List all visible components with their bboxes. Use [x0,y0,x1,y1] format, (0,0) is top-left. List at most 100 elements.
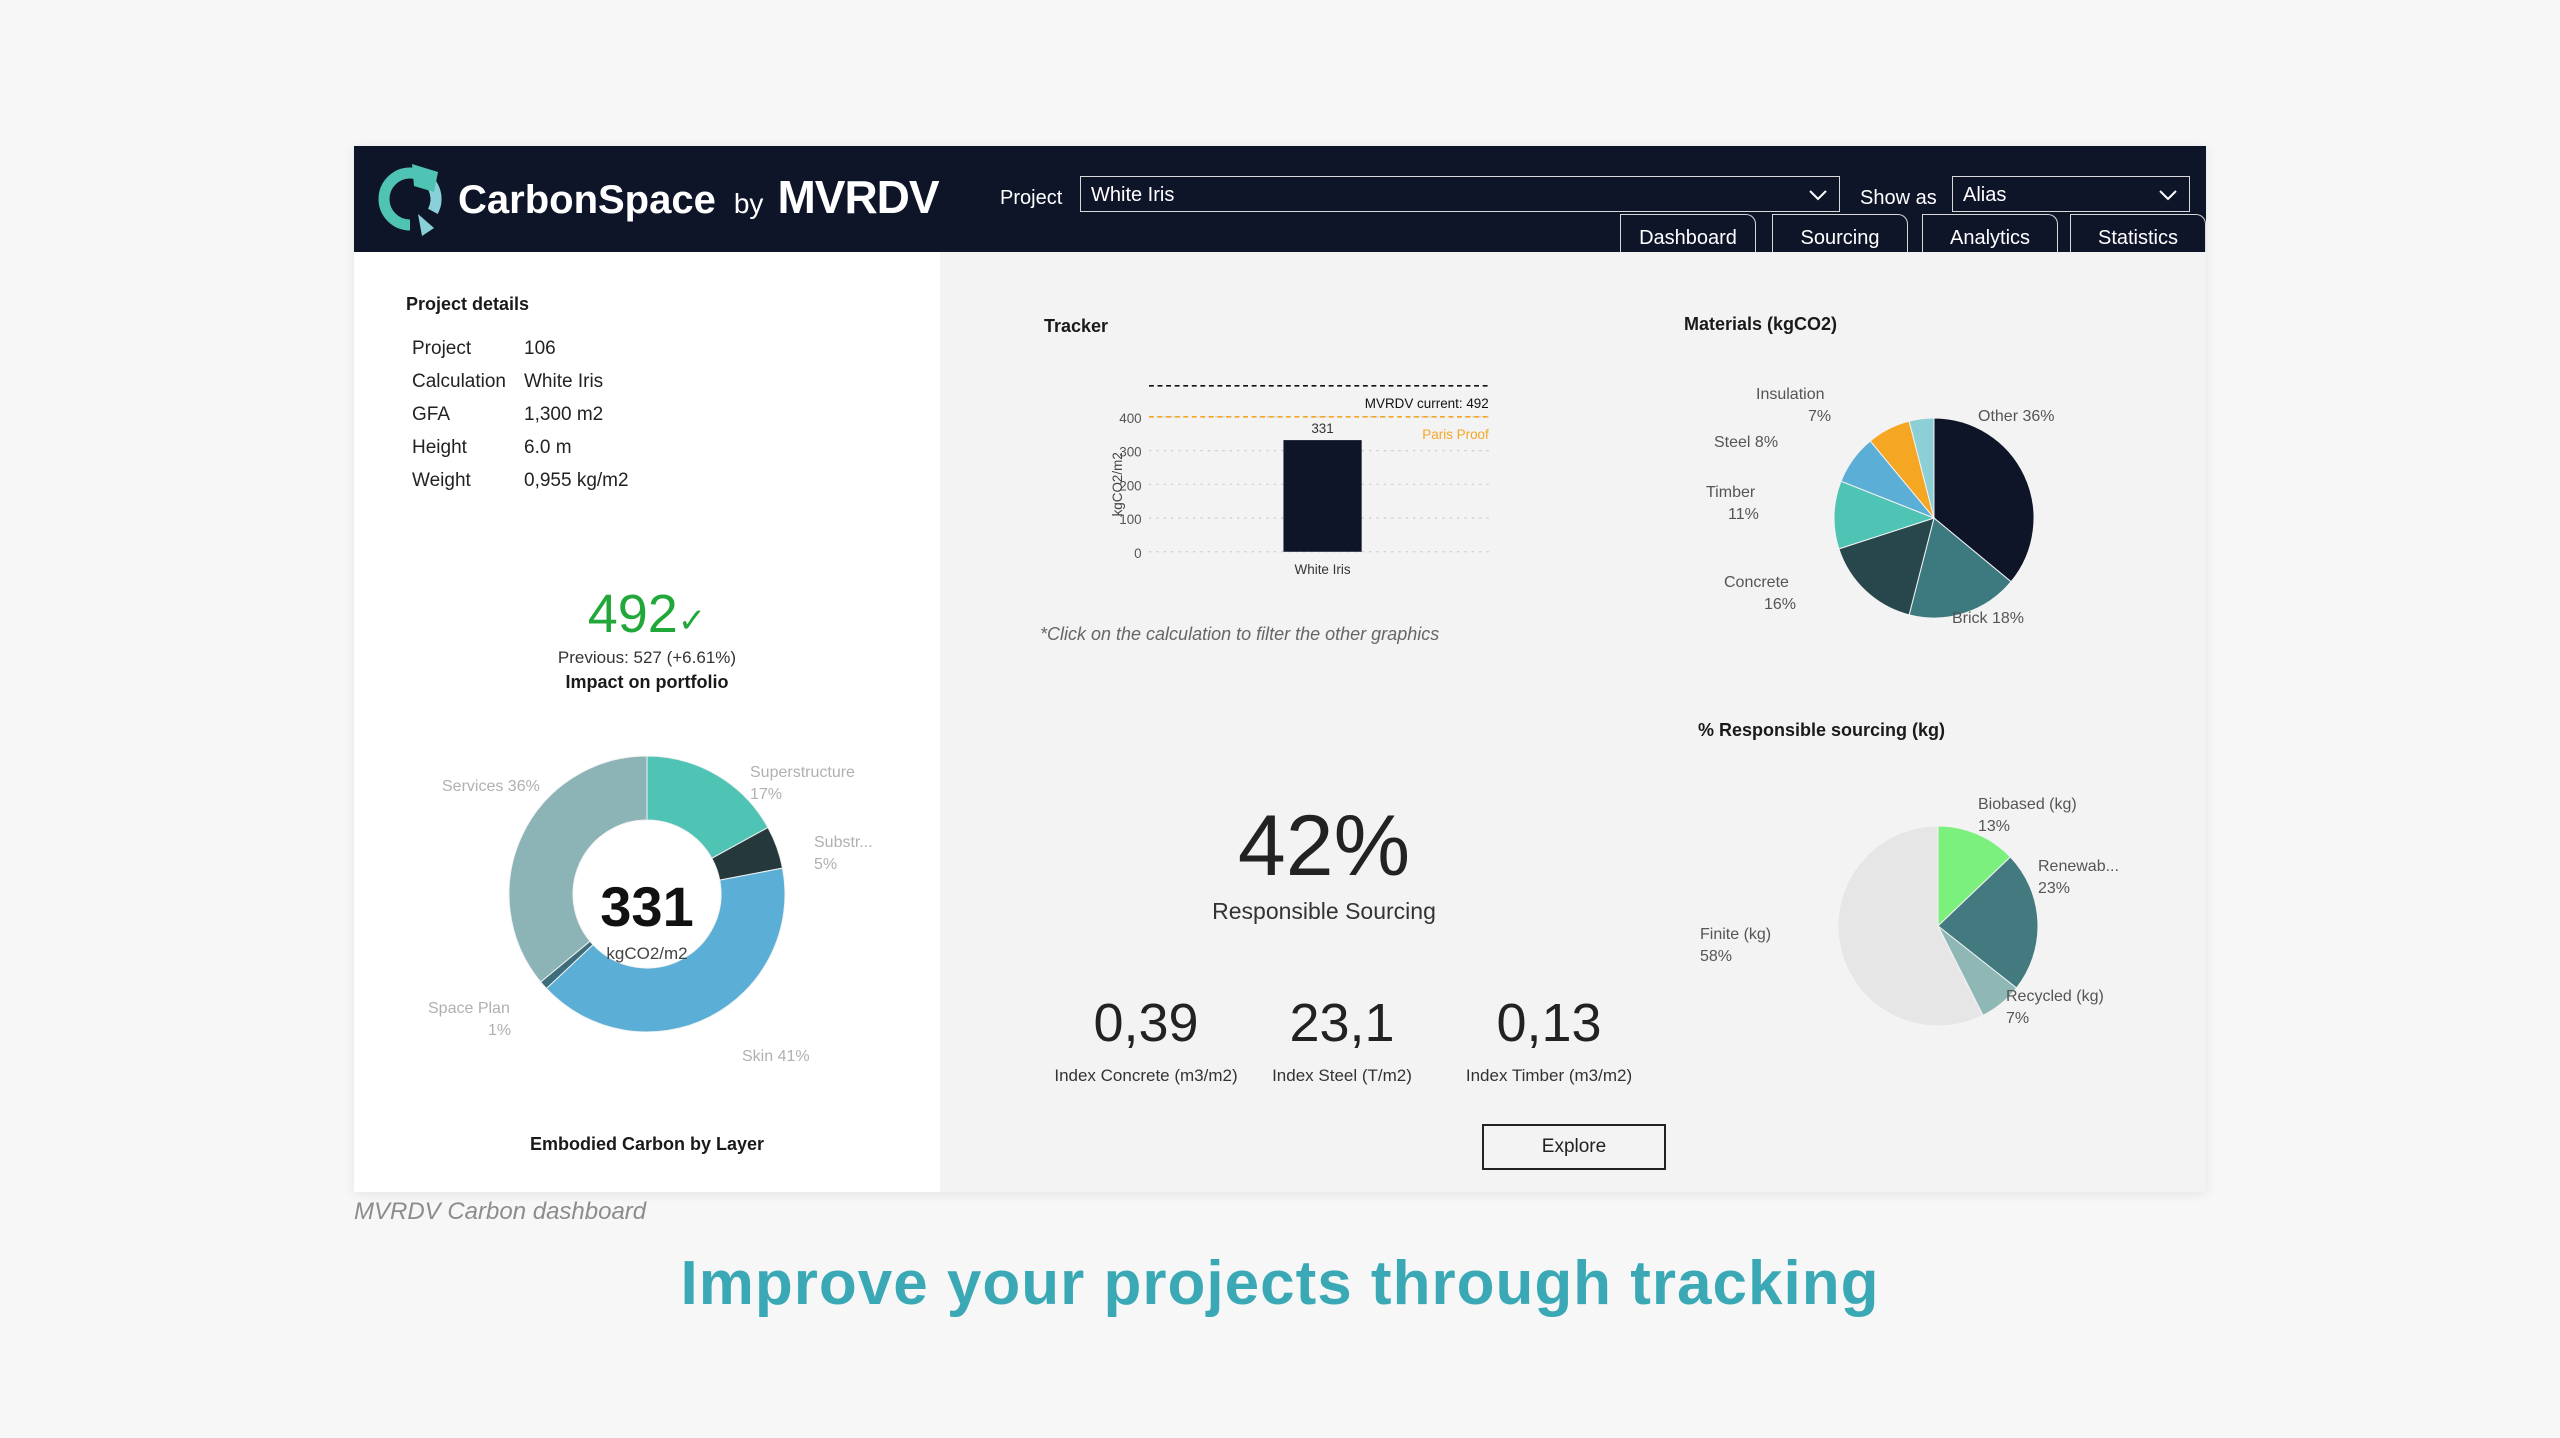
tracker-title: Tracker [1044,316,1109,336]
explore-button[interactable]: Explore [1482,1124,1666,1170]
index-timber-label: Index Timber (m3/m2) [1465,1066,1633,1085]
headline: Improve your projects through tracking [680,1249,1880,1318]
label-finite-pct: 58% [1700,948,1733,965]
materials-pie-chart[interactable] [1774,370,2074,670]
tab-sourcing[interactable]: Sourcing [1772,214,1908,252]
index-concrete-value: 0,39 [1093,993,1199,1053]
carbonspace-logo-icon [378,164,442,236]
donut-hole [574,821,720,967]
sourcing-percent: 42% [1237,798,1411,894]
bar-data-label: 331 [1311,421,1333,436]
tracker-note: *Click on the calculation to filter the … [1040,624,1440,644]
label-recycled-pct: 7% [2006,1010,2030,1027]
label-substructure: Substr... [814,834,873,851]
y-axis-label: kgCO2/m2 [1110,452,1125,516]
label-steel: Steel 8% [1714,434,1779,451]
label-renewable-pct: 23% [2038,880,2071,897]
detail-key: Height [412,437,467,458]
label-brick: Brick 18% [1952,610,2025,627]
dashboard: CarbonSpace by MVRDV Project White Iris Sh… [354,146,2206,1192]
layers-donut-chart[interactable] [354,752,940,1032]
detail-value: 106 [524,338,556,359]
pie-slice-other[interactable] [1933,417,2035,583]
tab-analytics[interactable]: Analytics [1922,214,2058,252]
label-insulation: Insulation [1756,386,1825,403]
label-services: Services 36% [442,778,540,795]
mvrdv-current-label: MVRDV current: 492 [1365,396,1489,411]
detail-row-project: Project 106 [412,338,556,360]
portfolio-value: 492✓ [354,582,940,653]
y-tick-label: 400 [1119,411,1141,426]
show-as-select[interactable]: Alias [1952,176,2190,212]
pie-slice-slice-6[interactable] [1908,417,1935,519]
check-icon: ✓ [677,602,707,640]
index-steel-value: 23,1 [1289,993,1395,1053]
top-bar: CarbonSpace by MVRDV Project White Iris Sh… [354,146,2206,252]
label-biobased: Biobased (kg) [1978,796,2077,813]
y-tick-label: 0 [1134,546,1141,561]
layers-chart-title: Embodied Carbon by Layer [529,1134,765,1154]
label-substructure-pct: 5% [814,856,838,873]
label-renewable: Renewab... [2038,858,2119,875]
index-steel-label: Index Steel (T/m2) [1272,1066,1412,1085]
index-timber-value: 0,13 [1496,993,1602,1053]
detail-value: 1,300 m2 [524,404,604,425]
chevron-down-icon [1809,190,1827,201]
bar-white-iris[interactable] [1283,440,1362,552]
y-tick-label: 100 [1119,512,1141,527]
label-finite: Finite (kg) [1700,926,1772,943]
pie-slice-renewab-[interactable] [1937,856,2039,989]
detail-value: 0,955 kg/m2 [524,470,629,491]
app-name: CarbonSpace [458,178,716,222]
label-other: Other 36% [1978,408,2055,425]
detail-row-calculation: Calculation White Iris [412,371,603,393]
responsible-pie-chart[interactable] [1794,786,2074,1066]
pie-slice-biobased-kg-[interactable] [1937,825,2012,928]
chevron-down-icon [2159,190,2177,201]
label-space-plan-pct: 1% [488,1022,512,1039]
detail-value: 6.0 m [524,437,572,458]
x-category-label: White Iris [1295,562,1351,577]
pie-slice-concrete[interactable] [1838,517,1935,616]
pie-slice-services[interactable] [508,755,648,983]
responsible-title: % Responsible sourcing (kg) [1698,720,1946,740]
brand-by: by [733,188,764,219]
detail-value: White Iris [524,371,604,392]
sourcing-label: Responsible Sourcing [1212,898,1436,924]
image-caption: MVRDV Carbon dashboard [354,1198,647,1225]
portfolio-number: 492 [587,584,678,644]
detail-key: Project [412,338,472,359]
label-recycled: Recycled (kg) [2006,988,2104,1005]
label-concrete-pct: 16% [1764,596,1797,613]
detail-row-gfa: GFA 1,300 m2 [412,404,603,426]
project-label: Project [1000,187,1063,209]
impact-title: Impact on portfolio [565,672,729,692]
pie-slice-finite-kg-[interactable] [1837,825,1984,1027]
layers-center-unit: kgCO2/m2 [606,944,688,963]
show-as-label: Show as [1860,187,1937,209]
materials-title: Materials (kgCO2) [1684,314,1838,334]
pie-slice-skin[interactable] [545,867,786,1032]
tab-dashboard[interactable]: Dashboard [1620,214,1756,252]
detail-row-height: Height 6.0 m [412,437,572,459]
previous-value: Previous: 527 (+6.61%) [557,648,737,667]
detail-key: Calculation [412,371,506,392]
detail-row-weight: Weight 0,955 kg/m2 [412,470,629,492]
project-details-title: Project details [406,294,530,314]
company-name: MVRDV [777,171,939,223]
show-as-select-value: Alias [1963,184,2007,206]
brand: CarbonSpace by MVRDV [458,168,940,233]
index-concrete-label: Index Concrete (m3/m2) [1054,1066,1238,1085]
label-insulation-pct: 7% [1808,408,1832,425]
y-tick-label: 300 [1119,445,1141,460]
tab-statistics[interactable]: Statistics [2070,214,2206,252]
pie-slice-timber[interactable] [1833,480,1936,550]
label-biobased-pct: 13% [1978,818,2011,835]
detail-key: Weight [412,470,471,491]
project-select-value: White Iris [1091,184,1175,206]
project-select[interactable]: White Iris [1080,176,1840,212]
tracker-bar-chart[interactable]: 0 100 200 300 400 kgCO2/m2 MVRDV current: 492 P… [1034,366,1594,586]
pie-slice-brick[interactable] [1908,517,2012,619]
layers-center-value: 331 [600,875,694,938]
paris-proof-label: Paris Proof [1422,427,1489,442]
